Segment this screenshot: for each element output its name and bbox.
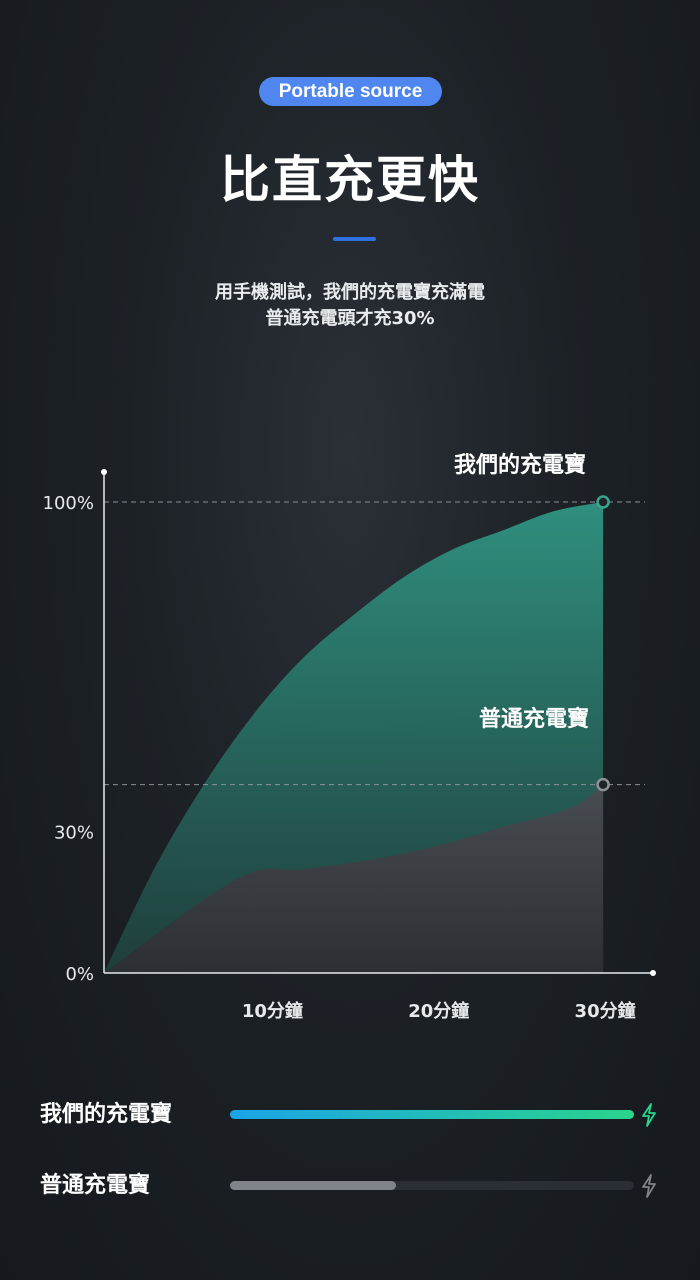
x-axis-end-dot	[650, 970, 656, 976]
title-divider	[333, 237, 376, 241]
x-tick-label: 20分鐘	[408, 1000, 469, 1022]
legend-label-normal: 普通充電寶	[40, 1173, 151, 1198]
progress-track-ours	[230, 1110, 634, 1119]
y-tick-label: 100%	[43, 493, 94, 514]
source-badge: Portable source	[259, 77, 442, 106]
subtitle-line-1: 用手機測試，我們的充電寶充滿電	[215, 282, 485, 303]
x-tick-label: 30分鐘	[575, 1000, 636, 1022]
bolt-icon	[642, 1174, 656, 1198]
legend-row-ours: 我們的充電寶	[40, 1095, 670, 1135]
subtitle: 用手機測試，我們的充電寶充滿電 普通充電頭才充30%	[0, 280, 700, 332]
series-label-normal: 普通充電寶	[479, 706, 589, 732]
subtitle-line-2: 普通充電頭才充30%	[265, 308, 435, 329]
y-tick-label: 30%	[54, 823, 94, 844]
progress-fill-ours	[230, 1110, 634, 1119]
bolt-icon	[642, 1103, 656, 1127]
series-area-normal	[104, 784, 604, 973]
y-tick-label: 0%	[65, 964, 94, 985]
legend-row-normal: 普通充電寶	[40, 1166, 670, 1206]
progress-fill-normal	[230, 1181, 396, 1190]
end-marker-normal	[596, 777, 610, 792]
y-axis-end-dot	[101, 469, 107, 475]
end-marker-ours	[596, 495, 610, 509]
series-label-ours: 我們的充電寶	[454, 452, 586, 478]
legend-label-ours: 我們的充電寶	[40, 1102, 173, 1127]
x-tick-label: 10分鐘	[242, 1000, 303, 1022]
progress-track-normal	[230, 1181, 634, 1190]
page-title: 比直充更快	[220, 151, 480, 209]
